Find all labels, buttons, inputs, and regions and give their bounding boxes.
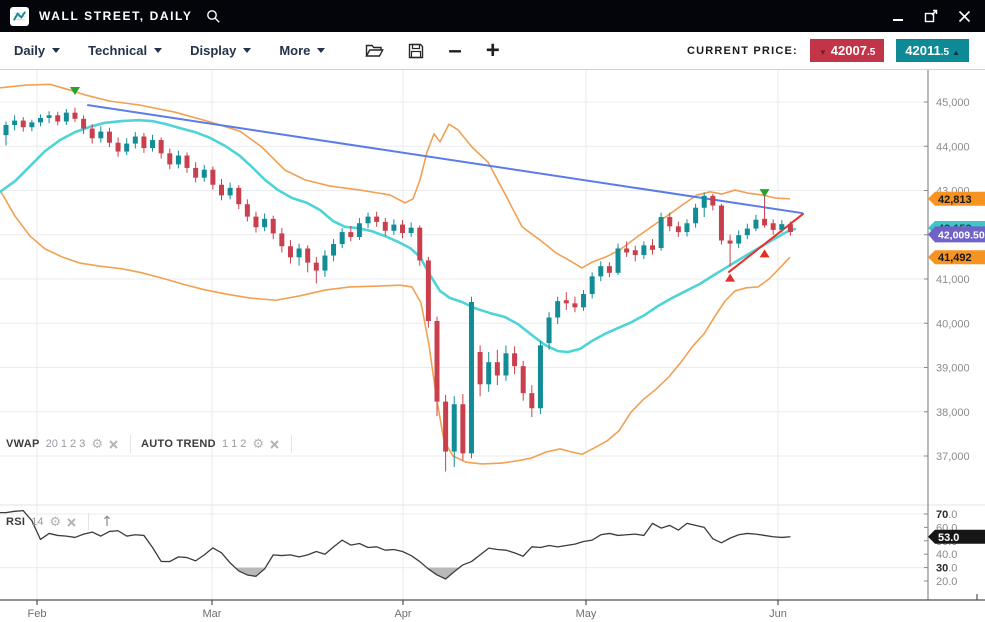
bollinger-upper-line xyxy=(0,83,791,269)
zoom-out-icon[interactable]: – xyxy=(448,36,462,64)
rsi-indicator-chip: RSI 14 ⚙ xyxy=(6,513,90,531)
candles xyxy=(3,107,793,472)
price-down-arrow-icon: ▼ xyxy=(818,48,827,57)
buy-price-frac: .5 xyxy=(940,47,950,58)
sell-signal-icon xyxy=(759,189,770,198)
title-bar: WALL STREET, DAILY xyxy=(0,0,985,32)
price-tag xyxy=(928,250,985,265)
y-axis-label: 39,000 xyxy=(936,363,970,375)
indicator-chip-row: VWAP 20 1 2 3 ⚙ AUTO TREND 1 1 2 ⚙ xyxy=(6,434,302,454)
y-axis-label: 45,000 xyxy=(936,97,970,109)
chart-toolbar: Daily Technical Display More – + CUR xyxy=(0,32,985,70)
current-price-label: CURRENT PRICE: xyxy=(686,44,798,57)
x-axis-label: Feb xyxy=(28,608,47,620)
axes: FebMarAprMayJun45,00044,00043,00042,0004… xyxy=(0,70,985,620)
chevron-down-icon xyxy=(52,48,61,53)
technical-menu-label: Technical xyxy=(88,43,148,58)
auto-trend-indicator-name: AUTO TREND xyxy=(141,438,216,450)
gear-icon[interactable]: ⚙ xyxy=(252,436,265,452)
price-chart[interactable]: FebMarAprMayJun45,00044,00043,00042,0004… xyxy=(0,70,985,622)
y-axis-label: 44,000 xyxy=(936,141,970,153)
buy-signal-icon xyxy=(725,273,736,282)
chevron-down-icon xyxy=(317,48,326,53)
rsi-indicator-name: RSI xyxy=(6,516,26,528)
sell-price-frac: .5 xyxy=(866,47,876,58)
vwap-indicator-chip: VWAP 20 1 2 3 ⚙ xyxy=(6,435,132,453)
gear-icon[interactable]: ⚙ xyxy=(91,436,104,452)
y-axis-label: 38,000 xyxy=(936,407,970,419)
buy-price-badge[interactable]: 42011 .5 ▲ xyxy=(896,39,969,62)
vwap-indicator-params: 20 1 2 3 xyxy=(45,438,86,450)
buy-price-main: 42011 xyxy=(905,43,941,58)
price-tag-label: 53.0 xyxy=(938,532,959,544)
move-pane-up-icon[interactable]: ↑ xyxy=(101,514,113,530)
display-menu-label: Display xyxy=(190,43,237,58)
display-menu[interactable]: Display xyxy=(190,43,252,58)
rsi-indicator-params: 14 xyxy=(31,516,44,528)
rsi-oversold-shade xyxy=(235,567,460,579)
chart-app-icon xyxy=(10,6,29,26)
y-axis-label: 40,000 xyxy=(936,318,970,330)
chart-area: FebMarAprMayJun45,00044,00043,00042,0004… xyxy=(0,70,985,622)
remove-indicator-icon[interactable] xyxy=(67,517,76,527)
close-button[interactable] xyxy=(958,10,971,23)
vwap-line xyxy=(0,118,797,354)
timeframe-menu[interactable]: Daily xyxy=(14,43,61,58)
sell-price-main: 42007 xyxy=(830,43,867,58)
price-tag xyxy=(928,529,985,544)
sell-signal-icon xyxy=(69,86,80,95)
price-up-arrow-icon: ▲ xyxy=(952,48,960,57)
trend-line-descending-resistance xyxy=(87,104,803,215)
search-icon[interactable] xyxy=(206,9,221,24)
price-tag-label: 42,813 xyxy=(938,194,972,206)
x-axis-label: May xyxy=(576,608,597,620)
open-folder-icon[interactable] xyxy=(365,43,385,59)
rsi-axis-label: 20.0 xyxy=(936,576,957,588)
x-axis-label: Mar xyxy=(203,608,222,620)
buy-signal-icon xyxy=(759,249,770,258)
remove-indicator-icon[interactable] xyxy=(270,439,279,449)
save-icon[interactable] xyxy=(408,43,424,59)
price-tag-label: 42,009.50 xyxy=(938,229,985,241)
gear-icon[interactable]: ⚙ xyxy=(49,514,62,530)
popout-button[interactable] xyxy=(924,9,938,23)
signal-markers xyxy=(69,86,770,282)
remove-indicator-icon[interactable] xyxy=(109,439,118,449)
price-tag-label: 41,492 xyxy=(938,252,972,264)
x-axis-label: Apr xyxy=(394,608,411,620)
window-controls xyxy=(892,9,971,23)
technical-menu[interactable]: Technical xyxy=(88,43,163,58)
timeframe-menu-label: Daily xyxy=(14,43,46,58)
rsi-line xyxy=(0,510,791,580)
minimize-button[interactable] xyxy=(892,10,904,22)
more-menu-label: More xyxy=(279,43,311,58)
vwap-indicator-name: VWAP xyxy=(6,438,40,450)
grid-lines xyxy=(0,70,985,600)
rsi-axis-label: 40.0 xyxy=(936,549,957,561)
rsi-axis-label: 30.0 xyxy=(936,563,957,575)
bollinger-lower-line xyxy=(0,189,791,465)
toolbar-icon-group: – + xyxy=(365,36,500,64)
rsi-chip-row: RSI 14 ⚙ ↑ xyxy=(6,512,113,532)
rsi-axis-label: 70.0 xyxy=(936,509,957,521)
zoom-in-icon[interactable]: + xyxy=(485,36,500,64)
more-menu[interactable]: More xyxy=(279,43,326,58)
price-tag xyxy=(928,191,985,206)
y-axis-label: 37,000 xyxy=(936,451,970,463)
y-axis-label: 41,000 xyxy=(936,274,970,286)
chevron-down-icon xyxy=(154,48,163,53)
price-tag xyxy=(928,226,985,243)
auto-trend-indicator-params: 1 1 2 xyxy=(221,438,247,450)
chevron-down-icon xyxy=(243,48,252,53)
window-title: WALL STREET, DAILY xyxy=(39,9,193,23)
sell-price-badge[interactable]: ▼ 42007 .5 xyxy=(809,39,885,62)
auto-trend-indicator-chip: AUTO TREND 1 1 2 ⚙ xyxy=(141,435,293,453)
x-axis-label: Jun xyxy=(769,608,787,620)
